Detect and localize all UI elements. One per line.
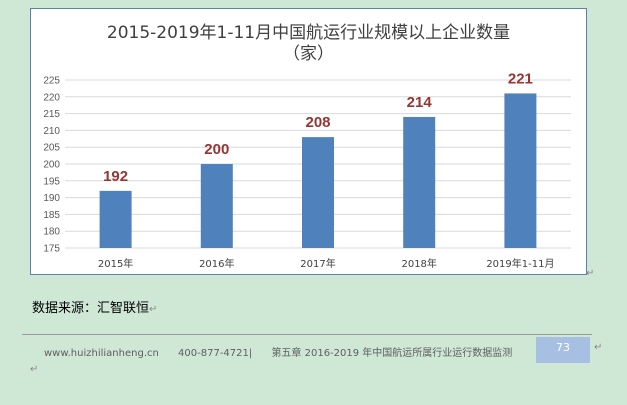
- y-tick-label: 215: [43, 109, 60, 120]
- bar: [99, 190, 132, 248]
- page-footer: www.huizhilianheng.cn 400-877-4721| 第五章 …: [44, 344, 528, 359]
- bar: [504, 93, 537, 248]
- y-tick-label: 220: [43, 92, 60, 103]
- data-label: 221: [508, 70, 533, 87]
- source-label: 数据来源：汇智联恒: [32, 301, 150, 316]
- footer-paragraph-mark: ↵: [594, 342, 603, 353]
- footer-divider: [22, 334, 592, 335]
- footer-chapter: 第五章 2016-2019 年中国航运所属行业运行数据监测: [271, 348, 513, 359]
- data-label: 208: [305, 114, 330, 131]
- bar: [200, 164, 233, 248]
- y-tick-label: 185: [43, 210, 60, 221]
- chart-title: 2015-2019年1-11月中国航运行业规模以上企业数量: [106, 23, 511, 43]
- chart-paragraph-mark: ↵: [586, 268, 595, 279]
- x-tick-label: 2019年1-11月: [486, 257, 554, 270]
- page-number: 73: [556, 341, 570, 354]
- paragraph-mark: ↵: [149, 304, 158, 315]
- y-tick-label: 175: [43, 244, 60, 255]
- bar-chart: 175 180 185 190 195 200 205 210 215 220 225 192 2015…: [43, 70, 571, 270]
- y-tick-label: 205: [43, 143, 60, 154]
- x-tick-label: 2015年: [98, 257, 133, 270]
- bar: [403, 116, 436, 249]
- data-label: 192: [103, 168, 128, 185]
- data-label: 200: [204, 141, 229, 158]
- chart-container: 2015-2019年1-11月中国航运行业规模以上企业数量 （家） 175 180…: [30, 8, 587, 275]
- x-tick-label: 2017年: [300, 257, 335, 270]
- y-tick-label: 190: [43, 193, 60, 204]
- y-tick-label: 210: [43, 126, 60, 137]
- footer-phone: 400-877-4721|: [178, 348, 253, 359]
- chart-title-unit: （家）: [283, 44, 334, 64]
- y-tick-label: 200: [43, 160, 60, 171]
- y-tick-label: 195: [43, 176, 60, 187]
- bar: [302, 137, 334, 248]
- y-tick-label: 225: [43, 76, 60, 87]
- data-label: 214: [407, 94, 433, 111]
- footer-website[interactable]: www.huizhilianheng.cn: [44, 348, 159, 359]
- y-tick-label: 180: [43, 227, 60, 238]
- x-tick-label: 2018年: [401, 257, 436, 270]
- line-end-mark: ↵: [30, 364, 39, 375]
- page-number-badge: 73: [536, 337, 590, 363]
- data-source: 数据来源：汇智联恒↵: [32, 297, 157, 316]
- x-tick-label: 2016年: [199, 257, 234, 270]
